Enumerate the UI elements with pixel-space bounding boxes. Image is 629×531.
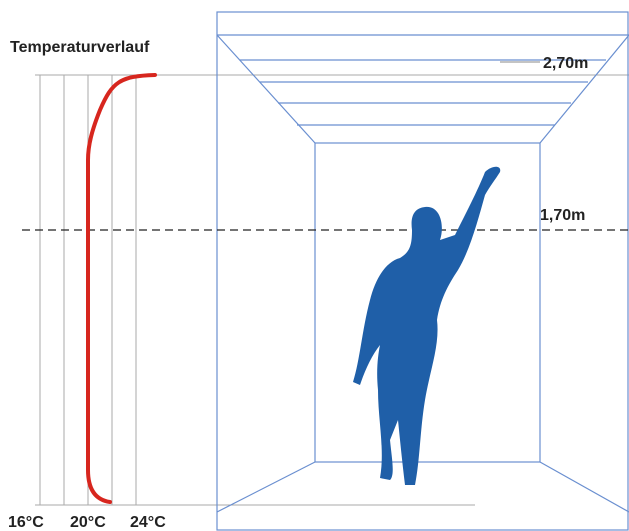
height-label: 1,70m xyxy=(540,207,585,224)
height-label: 2,70m xyxy=(543,55,588,72)
temperature-label: 24°C xyxy=(130,514,166,531)
temperature-label: 16°C xyxy=(8,514,44,531)
title: Temperaturverlauf xyxy=(10,39,150,56)
temperature-label: 20°C xyxy=(70,514,106,531)
diagram: Temperaturverlauf 2,70m 1,70m 16°C 20°C … xyxy=(0,0,629,531)
person xyxy=(353,167,500,485)
temperature-curve xyxy=(88,75,155,502)
